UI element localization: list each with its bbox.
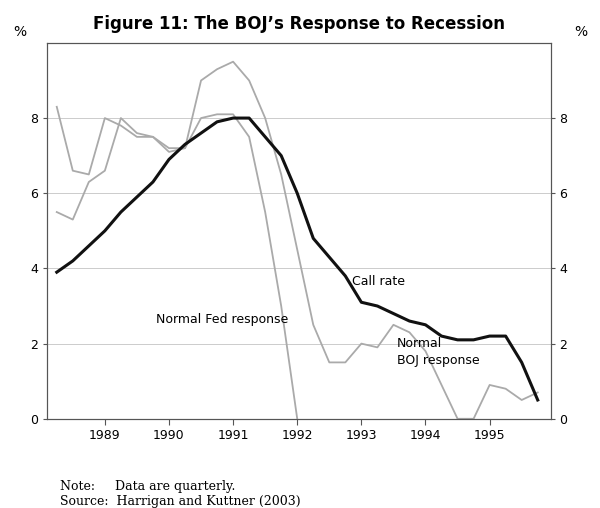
Text: Normal Fed response: Normal Fed response — [156, 313, 289, 326]
Text: %: % — [13, 25, 26, 39]
Text: Normal
BOJ response: Normal BOJ response — [397, 337, 479, 367]
Text: %: % — [574, 25, 587, 39]
Text: Source:  Harrigan and Kuttner (2003): Source: Harrigan and Kuttner (2003) — [60, 495, 301, 508]
Text: Note:     Data are quarterly.: Note: Data are quarterly. — [60, 480, 235, 493]
Title: Figure 11: The BOJ’s Response to Recession: Figure 11: The BOJ’s Response to Recessi… — [93, 15, 505, 33]
Text: Call rate: Call rate — [352, 275, 405, 289]
